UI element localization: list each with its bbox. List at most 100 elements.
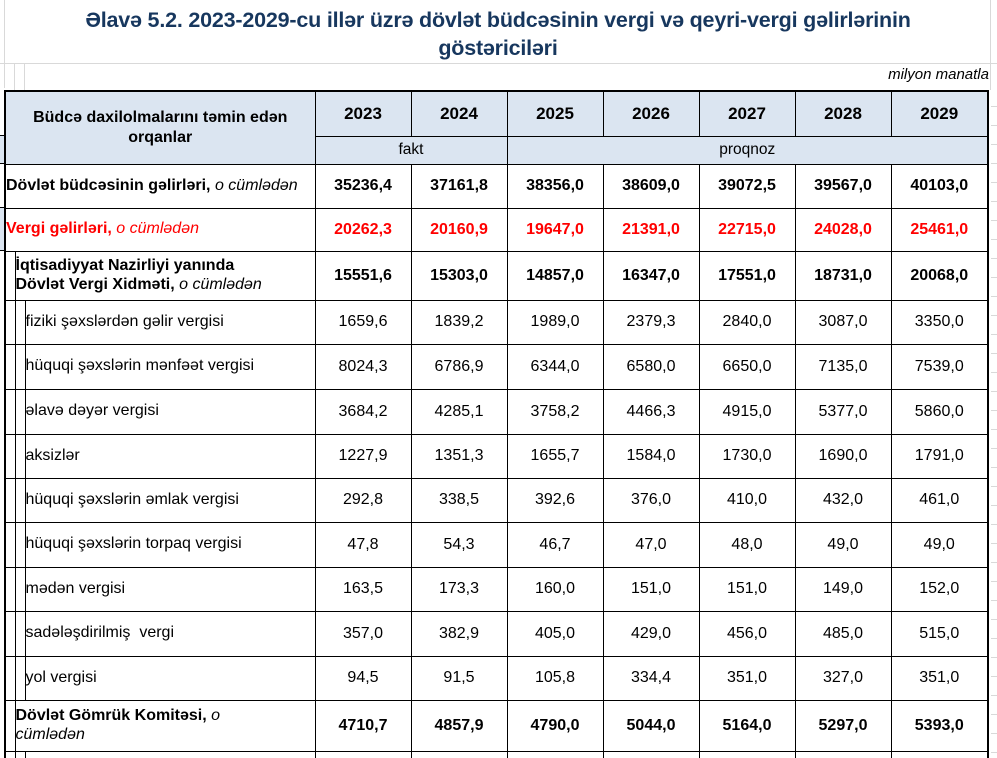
table-row: mədən vergisi 163,5 173,3 160,0 151,0 151,0 14… bbox=[4, 566, 989, 612]
value-cell-2029: 461,0 bbox=[890, 477, 989, 523]
value-cell-2025: 19647,0 bbox=[506, 207, 604, 252]
row-label bbox=[24, 750, 316, 758]
value-cell-2028: 432,0 bbox=[794, 477, 892, 523]
value-cell-2027: 39072,5 bbox=[698, 163, 796, 209]
value-cell-2025: 6344,0 bbox=[506, 343, 604, 390]
row-label: aksizlər bbox=[24, 433, 316, 479]
left-margin-cell bbox=[0, 207, 5, 251]
value-cell-2023: 20262,3 bbox=[314, 207, 412, 252]
table-row: Dövlət büdcəsinin gəlirləri, o cümlədən 3… bbox=[4, 163, 989, 209]
value-cell-2027: 410,0 bbox=[698, 477, 796, 523]
value-cell-2026: 21391,0 bbox=[602, 207, 700, 252]
value-cell-2024: 91,5 bbox=[410, 655, 508, 701]
row-label: mədən vergisi bbox=[24, 566, 316, 612]
year-header-2026: 2026 bbox=[602, 90, 700, 137]
value-cell-2024: 4285,1 bbox=[410, 388, 508, 435]
value-cell-2026: 5044,0 bbox=[602, 699, 700, 752]
fact-scope-cell: fakt bbox=[314, 135, 508, 165]
row-label-suffix: o cümlədən bbox=[179, 275, 262, 293]
value-cell-2028: 3087,0 bbox=[794, 299, 892, 345]
indent-cell bbox=[14, 388, 26, 435]
value-cell-2028: 1690,0 bbox=[794, 433, 892, 479]
value-cell-2028: 149,0 bbox=[794, 566, 892, 612]
row-label: hüquqi şəxslərin torpaq vergisi bbox=[24, 521, 316, 568]
partial-row bbox=[4, 750, 989, 758]
value-cell-2027: 6650,0 bbox=[698, 343, 796, 390]
value-cell-2029: 1791,0 bbox=[890, 433, 989, 479]
value-cell-2027: 5164,0 bbox=[698, 699, 796, 752]
value-cell-2023: 15551,6 bbox=[314, 250, 412, 301]
indent-cell bbox=[4, 343, 16, 390]
row-label-suffix: o cümlədən bbox=[214, 176, 298, 194]
indent-cell bbox=[14, 655, 26, 701]
row-label: Dövlət Gömrük Komitəsi, o cümlədən bbox=[14, 699, 316, 752]
value-cell bbox=[602, 750, 700, 758]
row-label: Dövlət büdcəsinin gəlirləri, o cümlədən bbox=[4, 163, 316, 209]
value-cell-2026: 6580,0 bbox=[602, 343, 700, 390]
value-cell-2026: 38609,0 bbox=[602, 163, 700, 209]
table-row: hüquqi şəxslərin mənfəət vergisi 8024,3 67… bbox=[4, 343, 989, 390]
row-label: hüquqi şəxslərin mənfəət vergisi bbox=[24, 343, 316, 390]
indent-cell bbox=[4, 250, 16, 301]
value-cell bbox=[698, 750, 796, 758]
value-cell-2028: 485,0 bbox=[794, 610, 892, 657]
value-cell-2027: 456,0 bbox=[698, 610, 796, 657]
table-row: yol vergisi 94,5 91,5 105,8 334,4 351,0 327,0 3… bbox=[4, 655, 989, 701]
year-header-2028: 2028 bbox=[794, 90, 892, 137]
value-cell-2024: 1839,2 bbox=[410, 299, 508, 345]
row-label-text: Dövlət Gömrük Komitəsi, bbox=[15, 706, 207, 724]
org-header-cell: Büdcə daxilolmalarını təmin edən orqanla… bbox=[4, 90, 316, 165]
value-cell-2023: 163,5 bbox=[314, 566, 412, 612]
value-cell-2025: 4790,0 bbox=[506, 699, 604, 752]
value-cell-2025: 14857,0 bbox=[506, 250, 604, 301]
row-label: əlavə dəyər vergisi bbox=[24, 388, 316, 435]
row-label: İqtisadiyyat Nazirliyi yanında Dövlət Ve… bbox=[14, 250, 316, 301]
row-label-text: hüquqi şəxslərin torpaq vergisi bbox=[25, 535, 242, 553]
value-cell-2026: 2379,3 bbox=[602, 299, 700, 345]
value-cell-2024: 1351,3 bbox=[410, 433, 508, 479]
indent-cell bbox=[4, 566, 16, 612]
value-cell-2023: 94,5 bbox=[314, 655, 412, 701]
indent-cell bbox=[14, 750, 26, 758]
indent-cell bbox=[4, 750, 16, 758]
year-header-2027: 2027 bbox=[698, 90, 796, 137]
indent-cell bbox=[4, 388, 16, 435]
indent-cell bbox=[4, 699, 16, 752]
year-header-2024: 2024 bbox=[410, 90, 508, 137]
value-cell-2026: 429,0 bbox=[602, 610, 700, 657]
value-cell-2027: 17551,0 bbox=[698, 250, 796, 301]
indent-cell bbox=[14, 521, 26, 568]
value-cell-2029: 25461,0 bbox=[890, 207, 989, 252]
indent-cell bbox=[14, 343, 26, 390]
unit-note: milyon manatla bbox=[888, 66, 989, 83]
row-label-text: Dövlət büdcəsinin gəlirləri, bbox=[6, 176, 211, 194]
value-cell-2025: 1989,0 bbox=[506, 299, 604, 345]
value-cell-2023: 35236,4 bbox=[314, 163, 412, 209]
value-cell-2025: 38356,0 bbox=[506, 163, 604, 209]
row-label-text: mədən vergisi bbox=[25, 579, 126, 597]
value-cell-2024: 54,3 bbox=[410, 521, 508, 568]
value-cell-2027: 4915,0 bbox=[698, 388, 796, 435]
row-label-text: hüquqi şəxslərin mənfəət vergisi bbox=[25, 357, 255, 375]
value-cell-2028: 5377,0 bbox=[794, 388, 892, 435]
value-cell-2025: 3758,2 bbox=[506, 388, 604, 435]
value-cell-2024: 37161,8 bbox=[410, 163, 508, 209]
value-cell-2024: 20160,9 bbox=[410, 207, 508, 252]
table-row: hüquqi şəxslərin əmlak vergisi 292,8 338,5… bbox=[4, 477, 989, 523]
value-cell-2025: 46,7 bbox=[506, 521, 604, 568]
value-cell-2026: 1584,0 bbox=[602, 433, 700, 479]
indent-cell bbox=[4, 655, 16, 701]
table-row: əlavə dəyər vergisi 3684,2 4285,1 3758,2 446… bbox=[4, 388, 989, 435]
row-label: hüquqi şəxslərin əmlak vergisi bbox=[24, 477, 316, 523]
row-label-text: aksizlər bbox=[25, 446, 80, 464]
value-cell-2028: 39567,0 bbox=[794, 163, 892, 209]
value-cell bbox=[506, 750, 604, 758]
value-cell-2026: 376,0 bbox=[602, 477, 700, 523]
value-cell-2026: 47,0 bbox=[602, 521, 700, 568]
value-cell-2024: 15303,0 bbox=[410, 250, 508, 301]
value-cell-2023: 47,8 bbox=[314, 521, 412, 568]
row-label: fiziki şəxslərdən gəlir vergisi bbox=[24, 299, 316, 345]
value-cell-2029: 351,0 bbox=[890, 655, 989, 701]
value-cell-2023: 3684,2 bbox=[314, 388, 412, 435]
gridline bbox=[0, 63, 997, 64]
